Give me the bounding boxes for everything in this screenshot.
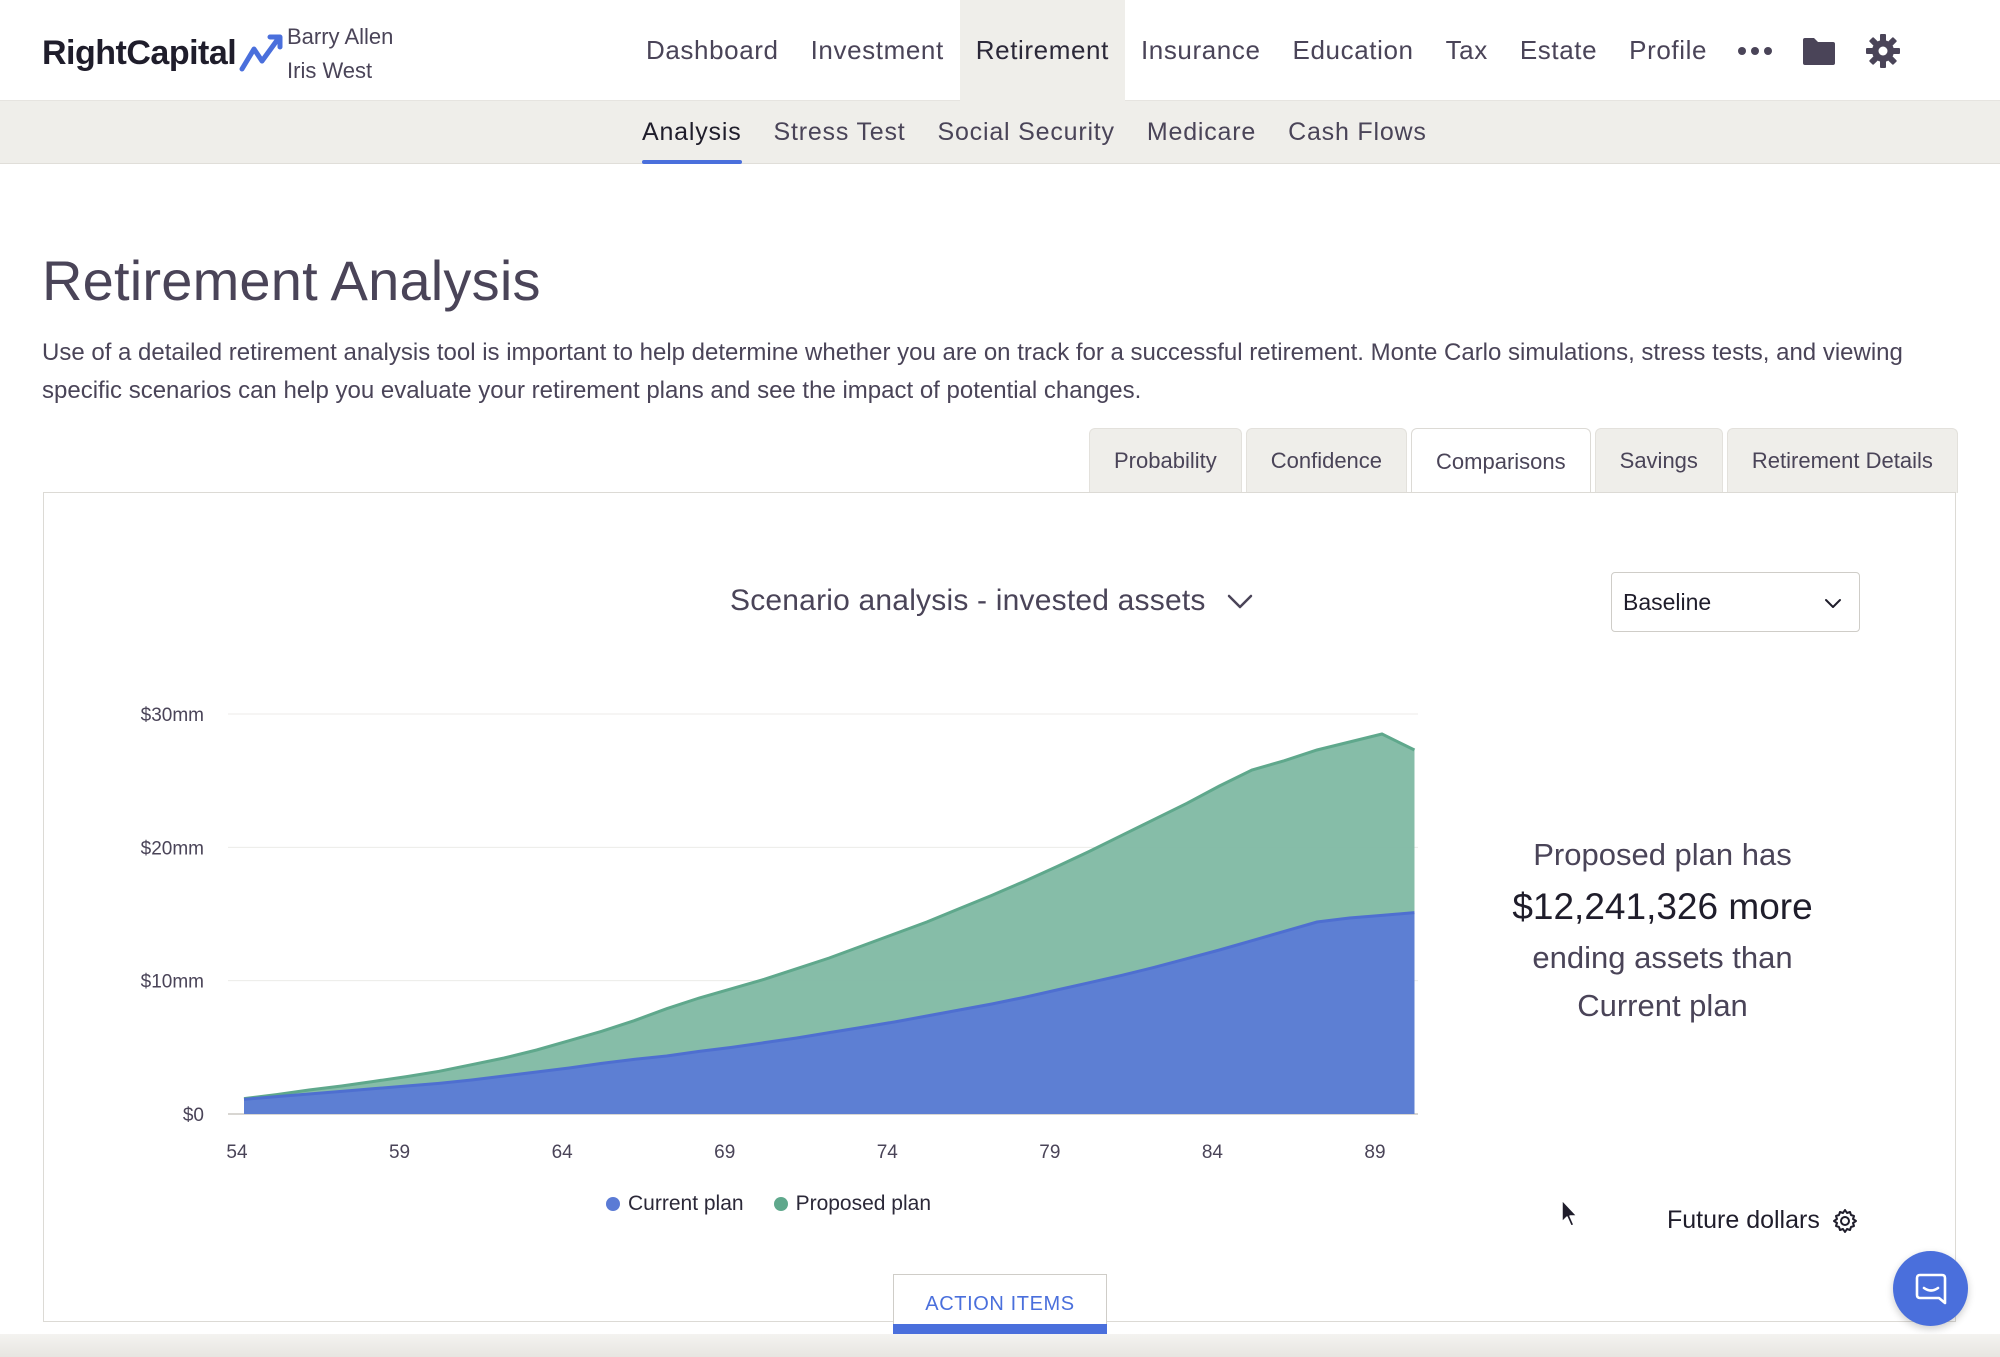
gear-icon xyxy=(1832,1208,1857,1233)
page-title: Retirement Analysis xyxy=(42,249,541,312)
main-nav: Dashboard Investment Retirement Insuranc… xyxy=(630,0,1915,101)
chat-launcher-button[interactable] xyxy=(1893,1251,1968,1326)
y-tick-label: $0 xyxy=(183,1105,204,1126)
client-name-primary: Barry Allen xyxy=(287,24,394,49)
logo-text: RightCapital xyxy=(42,33,237,72)
future-dollars-label: Future dollars xyxy=(1667,1206,1820,1234)
folder-icon[interactable] xyxy=(1787,0,1851,101)
tab-savings[interactable]: Savings xyxy=(1594,428,1723,493)
comparison-summary: Proposed plan has $12,241,326 more endin… xyxy=(1460,830,1865,1030)
y-tick-label: $20mm xyxy=(141,838,204,859)
action-items-button[interactable]: ACTION ITEMS xyxy=(893,1274,1107,1334)
x-tick-label: 59 xyxy=(389,1142,410,1163)
x-tick-label: 84 xyxy=(1202,1142,1224,1163)
client-name-spouse: Iris West xyxy=(287,58,373,83)
subnav-analysis[interactable]: Analysis xyxy=(626,101,758,164)
page-description: Use of a detailed retirement analysis to… xyxy=(42,339,1903,404)
x-tick-label: 79 xyxy=(1039,1142,1060,1163)
chart-type-dropdown[interactable]: Scenario analysis - invested assets xyxy=(730,584,1256,618)
chevron-down-icon xyxy=(1825,599,1841,608)
series-area-current-plan xyxy=(244,912,1415,1114)
window-bottom-edge xyxy=(0,1334,2000,1357)
subnav-stress-test[interactable]: Stress Test xyxy=(773,118,906,146)
legend-item-proposed[interactable]: Proposed plan xyxy=(773,1192,931,1216)
chart-title: Scenario analysis - invested assets xyxy=(730,584,1206,617)
summary-line-3: ending assets than xyxy=(1532,940,1793,975)
series-line-current-plan xyxy=(243,911,1415,1101)
x-tick-label: 54 xyxy=(226,1142,248,1163)
series-line-proposed-plan xyxy=(243,732,1416,1101)
nav-insurance[interactable]: Insurance xyxy=(1140,35,1261,65)
legend-label-current: Current plan xyxy=(628,1192,744,1215)
more-icon[interactable] xyxy=(1723,0,1787,101)
client-names: Barry Allen Iris West xyxy=(287,20,393,88)
summary-line-1: Proposed plan has xyxy=(1533,837,1792,872)
top-header: RightCapital Barry Allen Iris West Dashb… xyxy=(0,0,2000,101)
tab-comparisons[interactable]: Comparisons xyxy=(1411,428,1591,495)
scenario-select[interactable]: Baseline xyxy=(1611,572,1860,632)
nav-tax[interactable]: Tax xyxy=(1445,35,1488,65)
future-dollars-setting[interactable]: Future dollars xyxy=(1667,1206,1858,1235)
analysis-tabs: Probability Confidence Comparisons Savin… xyxy=(1085,428,1958,495)
tab-probability[interactable]: Probability xyxy=(1089,428,1242,493)
scenario-select-value: Baseline xyxy=(1623,588,1712,615)
subnav-cash-flows[interactable]: Cash Flows xyxy=(1288,118,1427,146)
mouse-cursor-icon xyxy=(1561,1199,1578,1227)
subnav-social-security[interactable]: Social Security xyxy=(937,118,1115,146)
x-tick-label: 69 xyxy=(714,1142,735,1163)
x-tick-label: 64 xyxy=(552,1142,574,1163)
legend-dot-proposed xyxy=(773,1197,788,1211)
gear-icon[interactable] xyxy=(1851,0,1915,101)
nav-retirement[interactable]: Retirement xyxy=(959,0,1125,101)
legend-item-current[interactable]: Current plan xyxy=(606,1192,744,1216)
subnav-medicare[interactable]: Medicare xyxy=(1146,118,1257,146)
legend-dot-current xyxy=(606,1197,620,1211)
scenario-area-chart: $0 $10mm $20mm $30mm 54 59 64 69 74 79 84 89 xyxy=(141,705,1418,1163)
y-tick-label: $30mm xyxy=(141,705,204,726)
nav-dashboard[interactable]: Dashboard xyxy=(646,35,779,65)
nav-profile[interactable]: Profile xyxy=(1629,35,1708,65)
nav-estate[interactable]: Estate xyxy=(1519,35,1598,65)
summary-amount: $12,241,326 more xyxy=(1512,886,1813,927)
nav-investment[interactable]: Investment xyxy=(810,35,944,65)
rightcapital-logo[interactable]: RightCapital xyxy=(42,28,286,78)
logo-arrow-icon xyxy=(239,34,283,72)
x-tick-label: 89 xyxy=(1364,1142,1385,1163)
nav-education[interactable]: Education xyxy=(1292,35,1414,65)
tab-confidence[interactable]: Confidence xyxy=(1245,428,1408,493)
y-tick-label: $10mm xyxy=(141,972,204,993)
sub-nav: Analysis Stress Test Social Security Med… xyxy=(0,101,2000,164)
summary-line-4: Current plan xyxy=(1577,988,1748,1023)
chat-icon xyxy=(1915,1273,1946,1304)
x-tick-label: 74 xyxy=(877,1142,899,1163)
legend-label-proposed: Proposed plan xyxy=(795,1192,931,1215)
tab-retirement-details[interactable]: Retirement Details xyxy=(1726,428,1958,493)
chevron-down-icon xyxy=(1227,594,1252,609)
chart-legend: Current plan Proposed plan xyxy=(606,1192,961,1216)
